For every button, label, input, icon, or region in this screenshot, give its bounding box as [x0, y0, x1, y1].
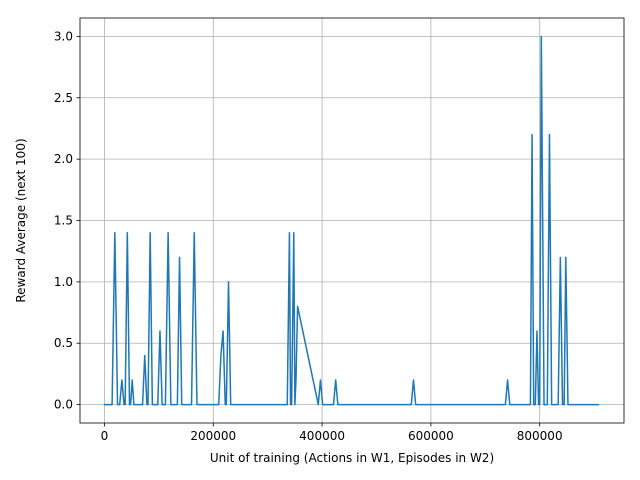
y-tick-label: 0.0: [54, 398, 73, 412]
y-tick-label: 3.0: [54, 29, 73, 43]
x-tick-label: 200000: [190, 429, 236, 443]
x-axis-label: Unit of training (Actions in W1, Episode…: [210, 451, 494, 465]
x-tick-label: 400000: [299, 429, 345, 443]
x-tick-label: 800000: [517, 429, 563, 443]
ticks: 0 200000 400000 600000 800000 0.0 0.5 1.0 1.5 2.0…: [54, 29, 563, 443]
reward-series-line: [103, 35, 600, 406]
y-axis-label: Reward Average (next 100): [14, 138, 28, 302]
series-layer: [103, 35, 600, 406]
y-tick-label: 0.5: [54, 336, 73, 350]
x-tick-label: 0: [101, 429, 109, 443]
y-tick-label: 2.5: [54, 91, 73, 105]
x-tick-label: 600000: [408, 429, 454, 443]
y-tick-label: 2.0: [54, 152, 73, 166]
y-tick-label: 1.0: [54, 275, 73, 289]
y-tick-label: 1.5: [54, 214, 73, 228]
